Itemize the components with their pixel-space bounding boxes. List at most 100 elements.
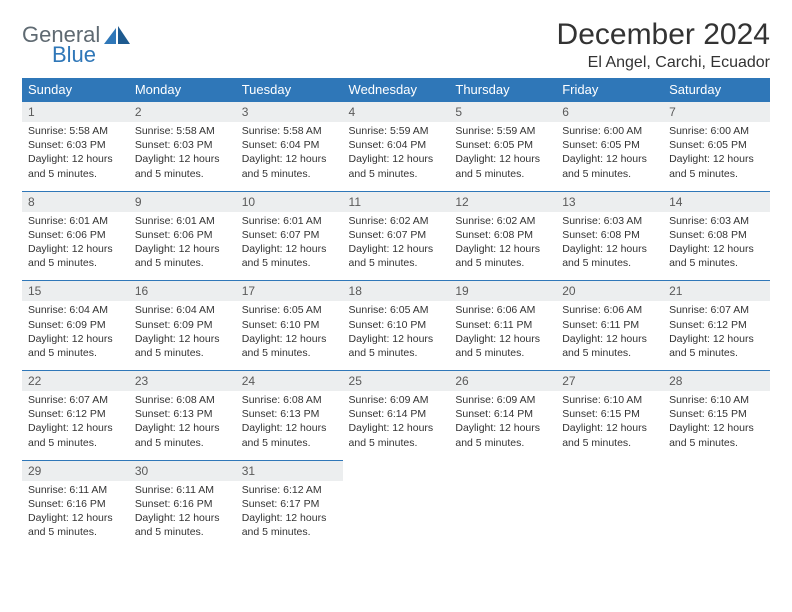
day-header: Friday xyxy=(556,78,663,102)
day-number-cell: 17 xyxy=(236,281,343,302)
day-number-cell xyxy=(343,460,450,481)
sunrise-line: Sunrise: 5:58 AM xyxy=(28,124,123,138)
sunrise-line: Sunrise: 6:03 AM xyxy=(669,214,764,228)
day-number-cell: 18 xyxy=(343,281,450,302)
day-data-cell xyxy=(343,481,450,550)
month-title: December 2024 xyxy=(557,18,770,52)
day-data-cell: Sunrise: 6:08 AMSunset: 6:13 PMDaylight:… xyxy=(236,391,343,460)
day-number-row: 293031 xyxy=(22,460,770,481)
daylight-line: Daylight: 12 hours and 5 minutes. xyxy=(242,421,337,449)
sunset-line: Sunset: 6:12 PM xyxy=(669,318,764,332)
daylight-line: Daylight: 12 hours and 5 minutes. xyxy=(455,421,550,449)
day-header: Tuesday xyxy=(236,78,343,102)
daylight-line: Daylight: 12 hours and 5 minutes. xyxy=(242,511,337,539)
daylight-line: Daylight: 12 hours and 5 minutes. xyxy=(242,242,337,270)
daylight-line: Daylight: 12 hours and 5 minutes. xyxy=(135,152,230,180)
daylight-line: Daylight: 12 hours and 5 minutes. xyxy=(455,332,550,360)
day-data-cell: Sunrise: 6:04 AMSunset: 6:09 PMDaylight:… xyxy=(129,301,236,370)
sunrise-line: Sunrise: 6:07 AM xyxy=(669,303,764,317)
day-data-cell: Sunrise: 5:58 AMSunset: 6:04 PMDaylight:… xyxy=(236,122,343,191)
daylight-line: Daylight: 12 hours and 5 minutes. xyxy=(242,152,337,180)
daylight-line: Daylight: 12 hours and 5 minutes. xyxy=(455,152,550,180)
daylight-line: Daylight: 12 hours and 5 minutes. xyxy=(135,332,230,360)
calendar-body: 1234567Sunrise: 5:58 AMSunset: 6:03 PMDa… xyxy=(22,102,770,550)
daylight-line: Daylight: 12 hours and 5 minutes. xyxy=(349,152,444,180)
sunset-line: Sunset: 6:05 PM xyxy=(669,138,764,152)
day-number-cell: 7 xyxy=(663,102,770,123)
day-number-cell: 21 xyxy=(663,281,770,302)
day-data-cell: Sunrise: 6:07 AMSunset: 6:12 PMDaylight:… xyxy=(663,301,770,370)
daylight-line: Daylight: 12 hours and 5 minutes. xyxy=(669,242,764,270)
sunset-line: Sunset: 6:14 PM xyxy=(349,407,444,421)
sunrise-line: Sunrise: 6:01 AM xyxy=(135,214,230,228)
day-data-cell: Sunrise: 6:04 AMSunset: 6:09 PMDaylight:… xyxy=(22,301,129,370)
daylight-line: Daylight: 12 hours and 5 minutes. xyxy=(669,332,764,360)
sunset-line: Sunset: 6:07 PM xyxy=(349,228,444,242)
logo-sail-icon xyxy=(104,26,130,44)
location-text: El Angel, Carchi, Ecuador xyxy=(557,54,770,72)
sunset-line: Sunset: 6:04 PM xyxy=(242,138,337,152)
sunrise-line: Sunrise: 6:05 AM xyxy=(242,303,337,317)
sunset-line: Sunset: 6:11 PM xyxy=(455,318,550,332)
sunset-line: Sunset: 6:10 PM xyxy=(242,318,337,332)
day-data-row: Sunrise: 6:11 AMSunset: 6:16 PMDaylight:… xyxy=(22,481,770,550)
sunset-line: Sunset: 6:14 PM xyxy=(455,407,550,421)
sunrise-line: Sunrise: 6:06 AM xyxy=(455,303,550,317)
day-number-cell xyxy=(449,460,556,481)
day-number-cell: 28 xyxy=(663,371,770,392)
sunrise-line: Sunrise: 5:59 AM xyxy=(455,124,550,138)
sunrise-line: Sunrise: 6:02 AM xyxy=(349,214,444,228)
day-data-cell xyxy=(449,481,556,550)
sunset-line: Sunset: 6:12 PM xyxy=(28,407,123,421)
day-data-cell: Sunrise: 6:10 AMSunset: 6:15 PMDaylight:… xyxy=(663,391,770,460)
daylight-line: Daylight: 12 hours and 5 minutes. xyxy=(28,242,123,270)
day-number-cell: 1 xyxy=(22,102,129,123)
daylight-line: Daylight: 12 hours and 5 minutes. xyxy=(28,332,123,360)
day-data-cell: Sunrise: 6:01 AMSunset: 6:07 PMDaylight:… xyxy=(236,212,343,281)
sunrise-line: Sunrise: 6:06 AM xyxy=(562,303,657,317)
logo: General Blue xyxy=(22,22,130,48)
day-data-cell: Sunrise: 6:03 AMSunset: 6:08 PMDaylight:… xyxy=(663,212,770,281)
sunrise-line: Sunrise: 6:11 AM xyxy=(28,483,123,497)
daylight-line: Daylight: 12 hours and 5 minutes. xyxy=(28,152,123,180)
daylight-line: Daylight: 12 hours and 5 minutes. xyxy=(135,242,230,270)
day-number-row: 1234567 xyxy=(22,102,770,123)
daylight-line: Daylight: 12 hours and 5 minutes. xyxy=(562,152,657,180)
day-data-cell: Sunrise: 5:59 AMSunset: 6:05 PMDaylight:… xyxy=(449,122,556,191)
day-header: Wednesday xyxy=(343,78,450,102)
day-number-cell: 20 xyxy=(556,281,663,302)
day-data-cell: Sunrise: 5:58 AMSunset: 6:03 PMDaylight:… xyxy=(22,122,129,191)
day-number-cell: 5 xyxy=(449,102,556,123)
day-data-cell xyxy=(663,481,770,550)
day-data-cell: Sunrise: 6:10 AMSunset: 6:15 PMDaylight:… xyxy=(556,391,663,460)
day-number-cell: 19 xyxy=(449,281,556,302)
day-data-cell: Sunrise: 6:06 AMSunset: 6:11 PMDaylight:… xyxy=(449,301,556,370)
daylight-line: Daylight: 12 hours and 5 minutes. xyxy=(349,421,444,449)
sunset-line: Sunset: 6:05 PM xyxy=(562,138,657,152)
day-header: Thursday xyxy=(449,78,556,102)
day-number-cell: 24 xyxy=(236,371,343,392)
day-number-cell: 4 xyxy=(343,102,450,123)
daylight-line: Daylight: 12 hours and 5 minutes. xyxy=(135,511,230,539)
day-data-cell: Sunrise: 6:12 AMSunset: 6:17 PMDaylight:… xyxy=(236,481,343,550)
day-header-row: Sunday Monday Tuesday Wednesday Thursday… xyxy=(22,78,770,102)
sunrise-line: Sunrise: 6:09 AM xyxy=(455,393,550,407)
day-data-row: Sunrise: 6:01 AMSunset: 6:06 PMDaylight:… xyxy=(22,212,770,281)
sunrise-line: Sunrise: 6:00 AM xyxy=(669,124,764,138)
sunrise-line: Sunrise: 5:58 AM xyxy=(135,124,230,138)
day-data-cell: Sunrise: 6:03 AMSunset: 6:08 PMDaylight:… xyxy=(556,212,663,281)
day-number-cell: 13 xyxy=(556,191,663,212)
sunrise-line: Sunrise: 6:04 AM xyxy=(135,303,230,317)
daylight-line: Daylight: 12 hours and 5 minutes. xyxy=(669,421,764,449)
sunrise-line: Sunrise: 6:02 AM xyxy=(455,214,550,228)
day-number-cell: 8 xyxy=(22,191,129,212)
day-data-cell: Sunrise: 6:00 AMSunset: 6:05 PMDaylight:… xyxy=(556,122,663,191)
day-data-cell: Sunrise: 6:05 AMSunset: 6:10 PMDaylight:… xyxy=(236,301,343,370)
day-data-cell: Sunrise: 6:01 AMSunset: 6:06 PMDaylight:… xyxy=(22,212,129,281)
day-number-cell: 22 xyxy=(22,371,129,392)
sunset-line: Sunset: 6:06 PM xyxy=(28,228,123,242)
day-data-row: Sunrise: 6:04 AMSunset: 6:09 PMDaylight:… xyxy=(22,301,770,370)
day-data-cell: Sunrise: 6:07 AMSunset: 6:12 PMDaylight:… xyxy=(22,391,129,460)
sunrise-line: Sunrise: 6:04 AM xyxy=(28,303,123,317)
day-number-cell xyxy=(663,460,770,481)
